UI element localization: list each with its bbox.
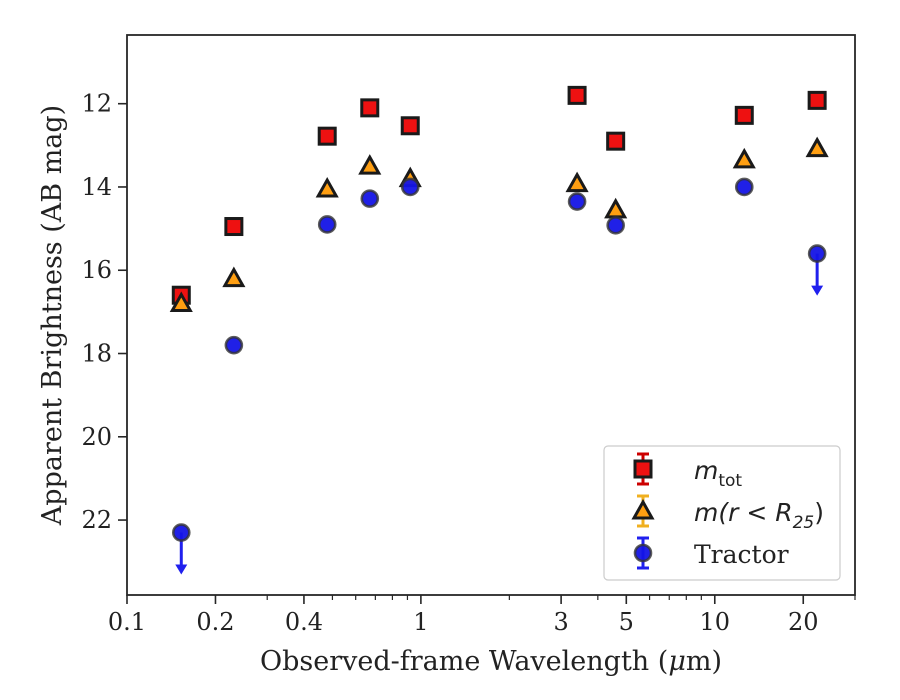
mtot-point (807, 90, 827, 110)
legend-marker-mr25 (631, 498, 655, 520)
mtot-point (360, 98, 380, 118)
data-points (169, 85, 829, 575)
tractor-point (734, 177, 754, 197)
series-mr25 (169, 136, 829, 313)
mr25-point (358, 154, 382, 175)
mtot-point (317, 126, 337, 146)
plot-frame (126, 34, 856, 596)
x-axis-label: Observed-frame Wavelength (μm) (260, 646, 722, 677)
x-axis: 0.1 0.2 0.4 1 3 5 10 20 (108, 595, 819, 636)
mr25-point (565, 171, 589, 193)
mr25-point (169, 291, 193, 313)
legend-marker-mtot (633, 459, 653, 479)
y-tick-label: 12 (81, 90, 112, 118)
x-tick-label: 0.4 (285, 608, 323, 636)
legend-entries (631, 452, 655, 570)
x-axis-label-unit: m) (686, 646, 722, 677)
tractor-point (224, 335, 244, 355)
legend: mtot m(r < R25) Tractor (603, 445, 841, 581)
series-tractor (171, 177, 827, 575)
legend-box (603, 445, 841, 581)
tractor-point (567, 192, 587, 211)
legend-label-mr25: m(r < R25) (694, 498, 824, 533)
upper-limit-arrowhead (811, 285, 824, 296)
mtot-point (567, 85, 587, 105)
tractor-point (400, 177, 420, 197)
y-tick-label: 16 (81, 256, 112, 284)
legend-marker-tractor (633, 543, 653, 563)
y-tick-label: 22 (81, 506, 112, 534)
y-tick-label: 14 (81, 173, 112, 201)
tractor-point (606, 215, 625, 235)
x-tick-label: 20 (788, 608, 819, 636)
mr25-point (222, 266, 246, 288)
tractor-point (171, 523, 191, 542)
x-tick-label: 1 (413, 608, 428, 636)
mr25-point (805, 136, 829, 158)
legend-label-mtot: mtot (694, 456, 742, 491)
mtot-point (606, 131, 626, 151)
y-axis-label: Apparent Brightness (AB mag) (37, 105, 68, 526)
x-axis-label-symbol: μ (668, 646, 686, 677)
x-tick-label: 5 (619, 608, 634, 636)
x-tick-label: 0.1 (108, 608, 146, 636)
mtot-point (224, 217, 244, 237)
x-axis-label-main: Observed-frame Wavelength ( (260, 646, 668, 677)
tractor-point (317, 215, 337, 234)
y-axis: 12 14 16 18 20 22 (81, 90, 127, 534)
y-tick-label: 18 (81, 340, 112, 368)
x-tick-label: 3 (553, 608, 568, 636)
mr25-point (315, 176, 339, 198)
tractor-point (807, 244, 827, 263)
legend-label-tractor: Tractor (694, 540, 789, 569)
mtot-point (734, 105, 754, 125)
tractor-point (360, 189, 380, 208)
mtot-point (400, 116, 420, 136)
upper-limit-arrowhead (175, 564, 188, 575)
x-tick-label: 0.2 (196, 608, 234, 636)
mr25-point (732, 147, 756, 169)
y-tick-label: 20 (81, 423, 112, 451)
x-tick-label: 10 (700, 608, 731, 636)
